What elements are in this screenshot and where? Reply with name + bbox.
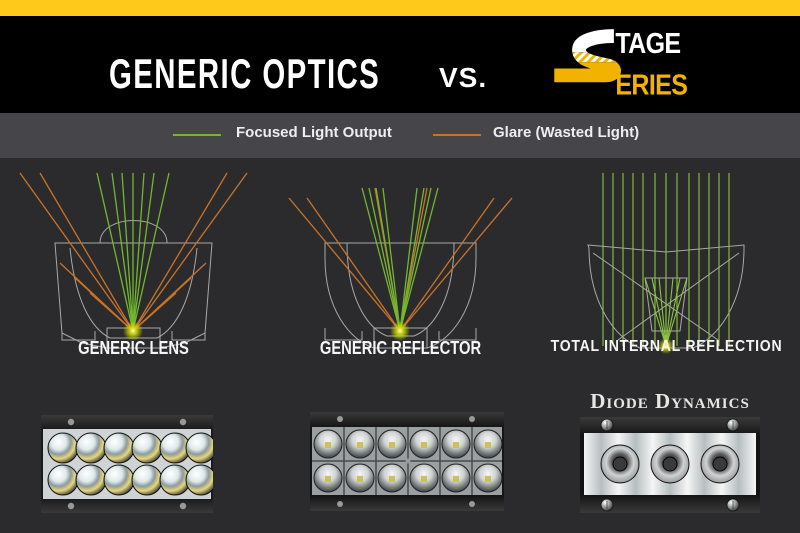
- svg-text:ERIES: ERIES: [615, 67, 687, 100]
- svg-text:TAGE: TAGE: [615, 26, 681, 59]
